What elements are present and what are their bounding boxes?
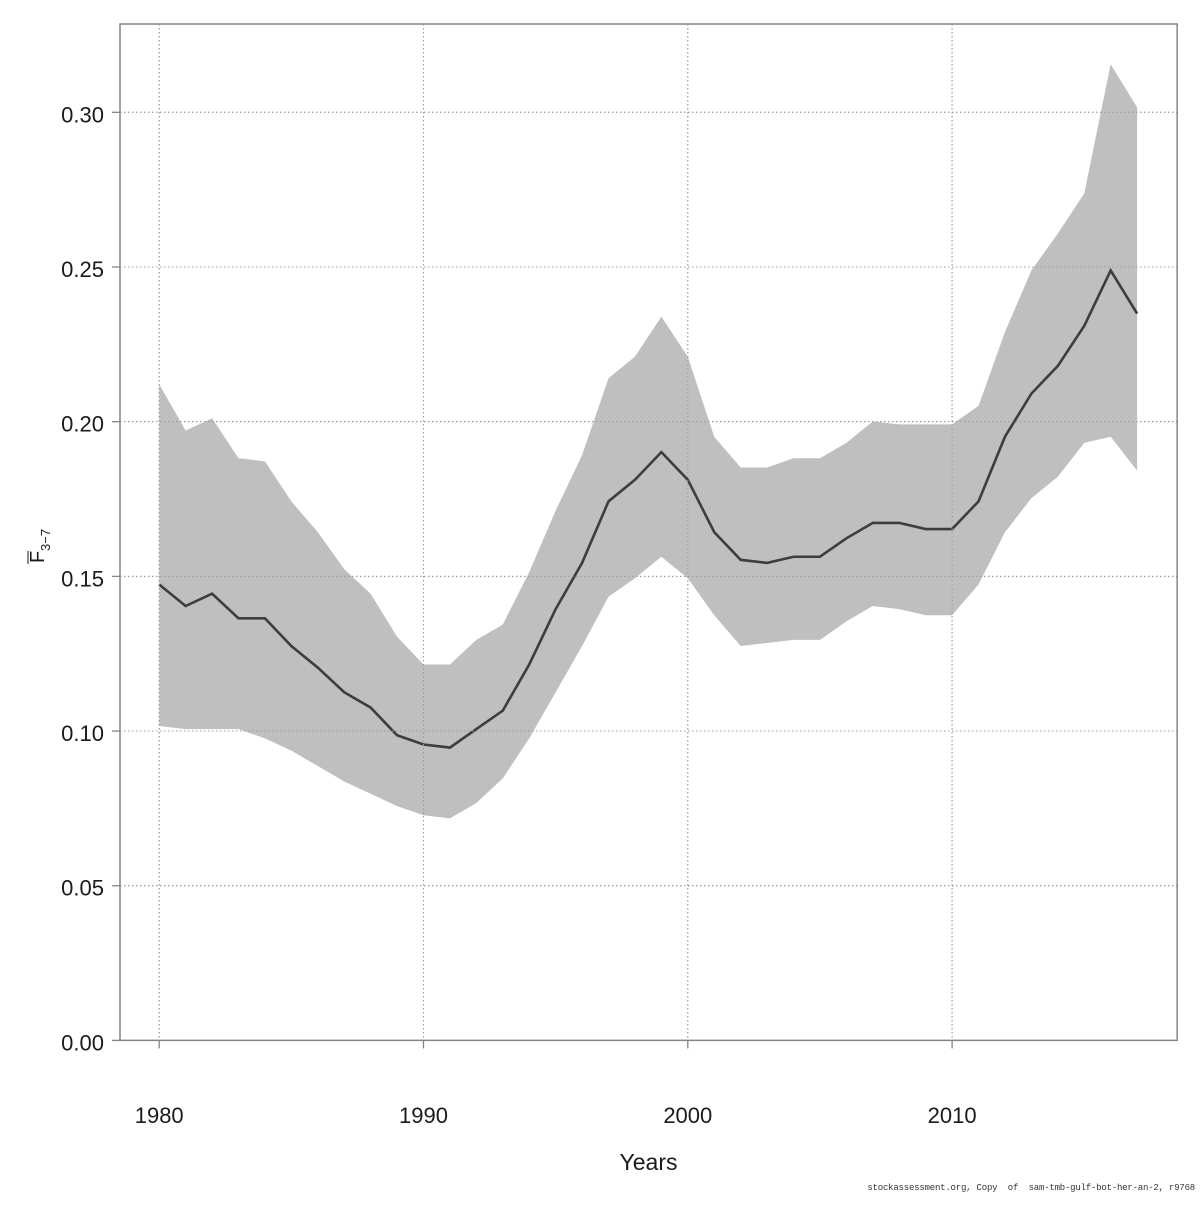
svg-text:0.20: 0.20 — [61, 412, 104, 437]
svg-text:3−7: 3−7 — [38, 529, 53, 551]
svg-text:Years: Years — [620, 1149, 678, 1175]
svg-text:0.15: 0.15 — [61, 566, 104, 591]
svg-text:0.05: 0.05 — [61, 876, 104, 901]
svg-text:F: F — [27, 551, 49, 563]
svg-text:0.25: 0.25 — [61, 257, 104, 282]
svg-text:0.30: 0.30 — [61, 102, 104, 127]
svg-text:1990: 1990 — [399, 1103, 448, 1128]
svg-text:0.10: 0.10 — [61, 721, 104, 746]
svg-text:2010: 2010 — [928, 1103, 977, 1128]
svg-text:2000: 2000 — [663, 1103, 712, 1128]
svg-text:1980: 1980 — [135, 1103, 184, 1128]
svg-text:0.00: 0.00 — [61, 1030, 104, 1055]
